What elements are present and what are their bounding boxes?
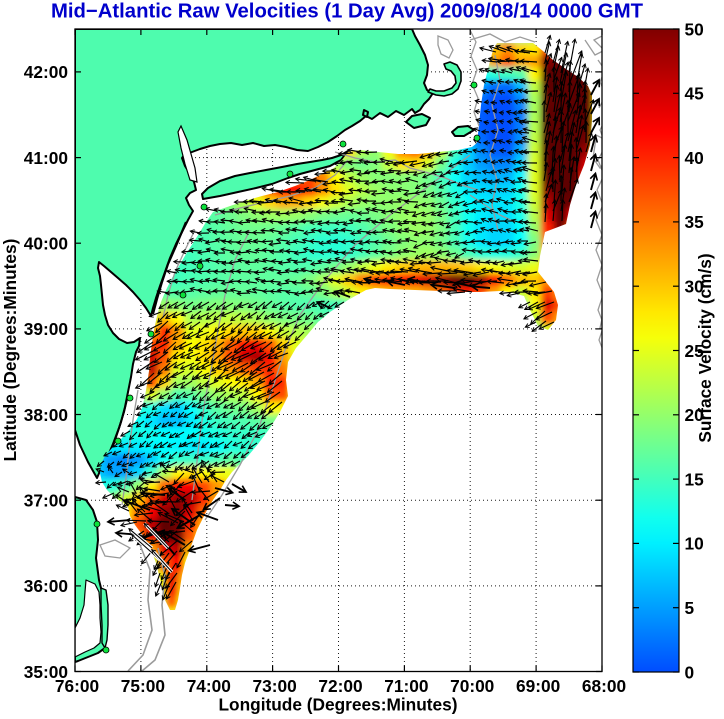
svg-text:Longitude (Degrees:Minutes): Longitude (Degrees:Minutes)	[218, 695, 457, 715]
svg-text:Latitude (Degrees:Minutes): Latitude (Degrees:Minutes)	[0, 239, 20, 462]
svg-text:70:00: 70:00	[450, 676, 494, 696]
svg-text:36:00: 36:00	[24, 576, 68, 596]
svg-text:Surface Velocity (cm/s): Surface Velocity (cm/s)	[695, 253, 715, 442]
svg-text:15: 15	[685, 469, 705, 489]
svg-text:73:00: 73:00	[252, 676, 296, 696]
svg-text:50: 50	[685, 19, 704, 39]
svg-text:38:00: 38:00	[24, 405, 68, 425]
svg-text:72:00: 72:00	[318, 676, 362, 696]
svg-text:35: 35	[685, 212, 705, 232]
svg-text:69:00: 69:00	[516, 676, 560, 696]
svg-text:40:00: 40:00	[24, 234, 68, 254]
svg-text:68:00: 68:00	[582, 676, 626, 696]
svg-text:45: 45	[685, 84, 705, 104]
svg-text:42:00: 42:00	[24, 62, 68, 82]
svg-text:74:00: 74:00	[187, 676, 231, 696]
svg-text:41:00: 41:00	[24, 148, 68, 168]
svg-text:75:00: 75:00	[121, 676, 165, 696]
svg-text:Mid−Atlantic Raw Velocities (1: Mid−Atlantic Raw Velocities (1 Day Avg) …	[51, 1, 644, 23]
svg-text:0: 0	[685, 662, 695, 682]
svg-text:71:00: 71:00	[384, 676, 428, 696]
svg-text:35:00: 35:00	[24, 662, 68, 682]
svg-text:40: 40	[685, 148, 704, 168]
svg-text:5: 5	[685, 598, 695, 618]
svg-text:10: 10	[685, 534, 704, 554]
svg-text:39:00: 39:00	[24, 319, 68, 339]
svg-text:37:00: 37:00	[24, 491, 68, 511]
